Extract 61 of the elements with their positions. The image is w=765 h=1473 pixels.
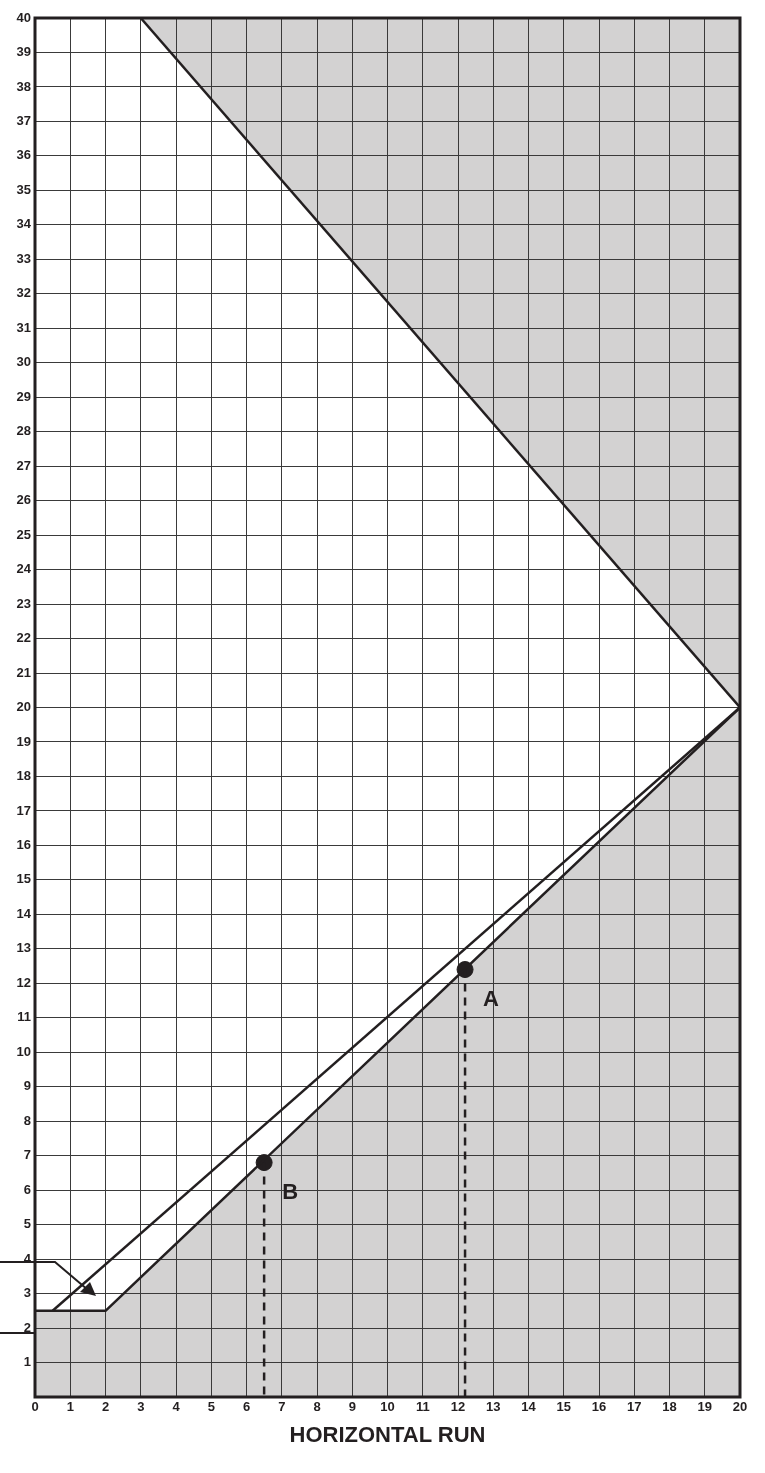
x-tick-label: 19	[697, 1399, 712, 1415]
y-tick-label: 18	[16, 768, 31, 784]
y-tick-label: 38	[16, 78, 31, 94]
y-tick-label: 1	[23, 1354, 31, 1370]
y-tick-label: 3	[23, 1285, 31, 1301]
y-tick-label: 12	[16, 974, 31, 990]
x-tick-label: 20	[732, 1399, 748, 1415]
y-tick-label: 31	[16, 319, 31, 335]
y-tick-label: 2	[23, 1319, 31, 1335]
y-tick-label: 32	[16, 285, 31, 301]
y-tick-label: 34	[16, 216, 32, 232]
y-tick-label: 23	[16, 595, 31, 611]
y-tick-label: 9	[23, 1078, 31, 1094]
x-tick-label: 13	[486, 1399, 501, 1415]
y-tick-label: 28	[16, 423, 31, 439]
x-tick-label: 11	[415, 1399, 430, 1415]
y-tick-label: 7	[23, 1147, 31, 1163]
y-tick-label: 40	[16, 9, 31, 25]
x-tick-label: 1	[66, 1399, 74, 1415]
x-tick-label: 5	[207, 1399, 215, 1415]
y-tick-label: 14	[16, 905, 32, 921]
x-tick-label: 7	[278, 1399, 286, 1415]
x-tick-label: 17	[627, 1399, 642, 1415]
y-tick-label: 36	[16, 147, 31, 163]
y-tick-label: 30	[16, 354, 31, 370]
y-tick-label: 29	[16, 388, 31, 404]
y-tick-label: 19	[16, 733, 31, 749]
x-tick-label: 9	[348, 1399, 356, 1415]
x-tick-label: 4	[172, 1399, 181, 1415]
x-tick-label: 18	[662, 1399, 677, 1415]
y-tick-label: 39	[16, 44, 31, 60]
y-tick-label: 27	[16, 457, 31, 473]
y-tick-label: 17	[16, 802, 31, 818]
x-axis-title: HORIZONTAL RUN	[289, 1421, 486, 1447]
y-tick-label: 37	[16, 113, 31, 128]
y-tick-label: 26	[16, 492, 31, 508]
y-tick-label: 11	[17, 1009, 31, 1025]
x-tick-label: 12	[450, 1399, 466, 1415]
y-tick-label: 13	[16, 940, 31, 956]
x-tick-label: 0	[31, 1399, 39, 1415]
y-tick-label: 8	[23, 1112, 31, 1128]
y-tick-label: 21	[16, 664, 31, 680]
x-tick-label: 8	[313, 1399, 321, 1415]
y-tick-label: 20	[16, 699, 31, 715]
y-tick-label: 35	[16, 181, 31, 197]
x-tick-label: 6	[242, 1399, 251, 1415]
x-tick-label: 3	[137, 1399, 145, 1415]
x-tick-label: 14	[521, 1399, 537, 1415]
y-tick-label: 33	[16, 250, 31, 266]
x-tick-label: 10	[380, 1399, 395, 1415]
y-tick-label: 24	[16, 561, 32, 577]
x-tick-label: 16	[591, 1399, 607, 1415]
y-tick-label: 15	[16, 871, 31, 887]
y-tick-label: 10	[16, 1043, 31, 1059]
y-tick-label: 16	[16, 836, 31, 852]
x-tick-label: 15	[556, 1399, 571, 1415]
y-tick-label: 22	[16, 630, 31, 646]
y-tick-label: 6	[23, 1181, 31, 1197]
y-tick-label: 5	[23, 1216, 31, 1232]
y-tick-label: 25	[16, 526, 31, 542]
x-tick-label: 2	[101, 1399, 110, 1415]
